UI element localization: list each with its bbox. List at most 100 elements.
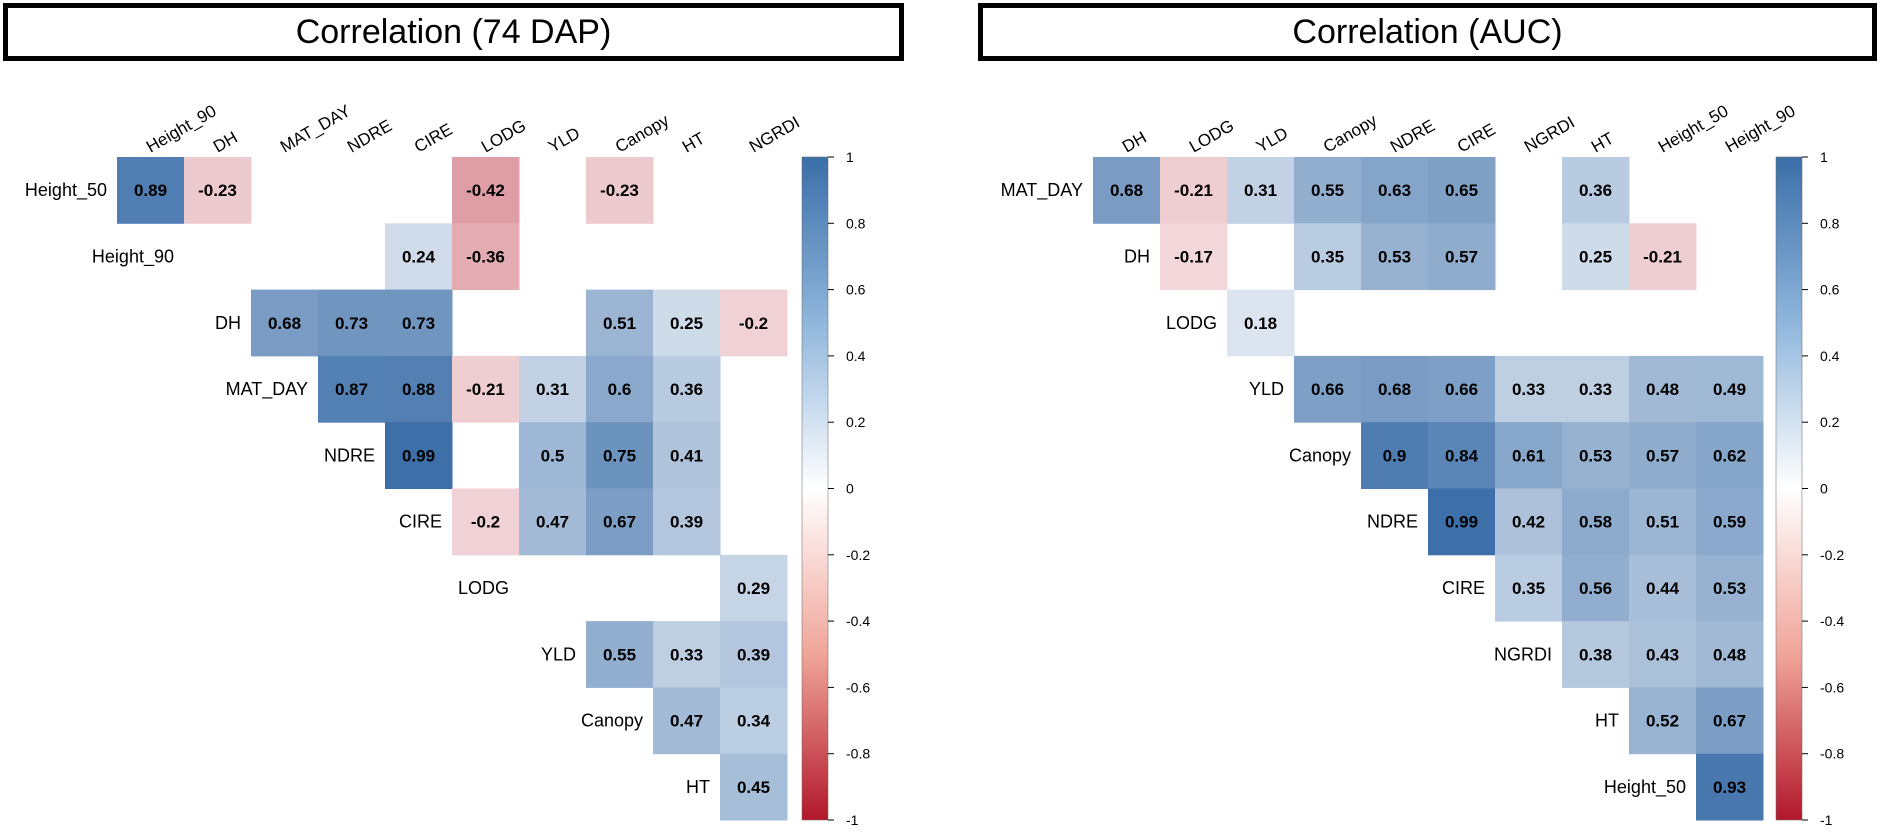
chart2-cell-label-dh-canopy: 0.35 — [1311, 247, 1344, 266]
chart1-cell-cire-ht — [653, 488, 721, 556]
chart2-row-label-height-50: Height_50 — [1604, 777, 1686, 798]
chart2-col-label-ndre: NDRE — [1387, 116, 1438, 157]
chart2-cell-label-canopy-ht: 0.53 — [1579, 446, 1612, 465]
chart2-colorbar-tick-label-6: -0.2 — [1820, 547, 1844, 563]
chart2-cell-canopy-ngrdi — [1495, 422, 1563, 489]
chart2-cell-dh-lodg — [1160, 223, 1228, 291]
chart2-cell-label-ndre-height-50: 0.51 — [1646, 513, 1679, 532]
chart2-cell-label-canopy-height-90: 0.62 — [1713, 446, 1746, 465]
chart1-colorbar-tick-label-1: 0.8 — [846, 215, 866, 231]
chart1-cell-label-mat-day-ndre: 0.87 — [335, 380, 368, 399]
chart1-cell-mat-day-ndre — [318, 355, 386, 423]
chart1-cell-dh-ht — [653, 289, 721, 357]
chart2-cell-cire-height-50 — [1629, 554, 1697, 622]
chart1-cell-height-50-dh — [184, 157, 252, 224]
chart2-colorbar — [1775, 156, 1803, 821]
chart2-cell-height-50-height-90 — [1696, 753, 1764, 821]
chart1-cell-canopy-ngrdi — [720, 687, 788, 755]
chart2-cell-canopy-height-50 — [1629, 422, 1697, 489]
chart1-cell-label-ndre-canopy: 0.75 — [603, 446, 636, 465]
chart1-colorbar-tick-label-7: -0.4 — [846, 613, 870, 629]
chart2-cell-mat-day-cire — [1428, 157, 1496, 224]
chart2-cell-yld-canopy — [1294, 355, 1362, 423]
chart2-row-label-dh: DH — [1124, 246, 1150, 266]
chart2-cell-cire-ngrdi — [1495, 554, 1563, 622]
chart2-cell-canopy-ht — [1562, 422, 1630, 489]
chart2-cell-ndre-height-90 — [1696, 488, 1764, 556]
chart1-row-label-ht: HT — [686, 777, 710, 797]
chart2-cell-label-canopy-height-50: 0.57 — [1646, 446, 1679, 465]
chart1-cell-label-ndre-cire: 0.99 — [402, 446, 435, 465]
chart2-cell-label-dh-ht: 0.25 — [1579, 247, 1612, 266]
chart1-cell-label-dh-ndre: 0.73 — [335, 314, 368, 333]
chart2-colorbar-tick-label-1: 0.8 — [1820, 215, 1840, 231]
chart2-row-label-canopy: Canopy — [1289, 445, 1351, 465]
chart2-cell-mat-day-canopy — [1294, 157, 1362, 224]
chart2-colorbar-tick-label-2: 0.6 — [1820, 282, 1840, 298]
chart2-col-label-yld: YLD — [1253, 123, 1291, 156]
chart2-cell-ngrdi-height-50 — [1629, 621, 1697, 688]
chart1-cell-dh-ndre — [318, 289, 386, 357]
chart2-cell-label-yld-height-50: 0.48 — [1646, 380, 1679, 399]
chart2-cell-label-yld-canopy: 0.66 — [1311, 380, 1344, 399]
chart1-col-label-cire: CIRE — [411, 120, 456, 157]
chart2-col-label-dh: DH — [1119, 128, 1150, 157]
chart1-cell-dh-canopy — [586, 289, 654, 357]
chart2-cell-mat-day-yld — [1227, 157, 1295, 224]
chart2-cell-label-dh-lodg: -0.17 — [1174, 247, 1213, 266]
chart2-cell-label-mat-day-canopy: 0.55 — [1311, 181, 1344, 200]
chart1-cell-label-mat-day-yld: 0.31 — [536, 380, 569, 399]
chart1-cell-label-mat-day-canopy: 0.6 — [608, 380, 632, 399]
chart1-cell-label-cire-lodg: -0.2 — [471, 513, 500, 532]
chart2-col-label-cire: CIRE — [1454, 120, 1499, 157]
chart2-row-label-mat-day: MAT_DAY — [1001, 180, 1083, 201]
chart1-cell-label-height-90-cire: 0.24 — [402, 247, 436, 266]
chart1-col-label-canopy: Canopy — [612, 110, 673, 156]
chart2-cell-label-ngrdi-height-50: 0.43 — [1646, 645, 1679, 664]
chart2-cell-dh-ndre — [1361, 223, 1429, 291]
chart2-cell-canopy-ndre — [1361, 422, 1429, 489]
chart2-cell-label-canopy-cire: 0.84 — [1445, 446, 1479, 465]
chart2-cell-mat-day-ht — [1562, 157, 1630, 224]
chart1-cell-ht-ngrdi — [720, 753, 788, 821]
chart1-cell-label-cire-ht: 0.39 — [670, 513, 703, 532]
chart1-cell-height-50-canopy — [586, 157, 654, 224]
chart2-colorbar-tick-label-3: 0.4 — [1820, 348, 1840, 364]
chart2-cell-label-yld-ndre: 0.68 — [1378, 380, 1411, 399]
chart1-cell-label-ht-ngrdi: 0.45 — [737, 778, 770, 797]
chart2-colorbar-tick-label-10: -1 — [1820, 812, 1833, 828]
chart1-row-label-canopy: Canopy — [581, 711, 643, 731]
chart1-row-label-height-90: Height_90 — [92, 246, 174, 267]
chart1-cell-label-dh-mat-day: 0.68 — [268, 314, 301, 333]
chart2-cell-canopy-cire — [1428, 422, 1496, 489]
chart1-cell-ndre-yld — [519, 422, 587, 489]
chart2-cell-canopy-height-90 — [1696, 422, 1764, 489]
chart2-cell-ndre-cire — [1428, 488, 1496, 556]
chart2-colorbar-tick-label-0: 1 — [1820, 149, 1828, 165]
chart2-cell-yld-ndre — [1361, 355, 1429, 423]
chart1-colorbar — [801, 156, 829, 821]
chart2-cell-yld-height-50 — [1629, 355, 1697, 423]
chart2-cell-label-dh-cire: 0.57 — [1445, 247, 1478, 266]
chart2-cell-label-ngrdi-ht: 0.38 — [1579, 645, 1612, 664]
chart2-cell-cire-ht — [1562, 554, 1630, 622]
chart1-col-label-yld: YLD — [545, 123, 583, 156]
chart2-cell-label-mat-day-yld: 0.31 — [1244, 181, 1277, 200]
chart1-cell-label-cire-yld: 0.47 — [536, 513, 569, 532]
chart2-cell-label-cire-height-90: 0.53 — [1713, 579, 1746, 598]
chart1-cell-ndre-ht — [653, 422, 721, 489]
chart2-cell-yld-ht — [1562, 355, 1630, 423]
chart2-cell-label-yld-ngrdi: 0.33 — [1512, 380, 1545, 399]
chart1-colorbar-tick-label-6: -0.2 — [846, 547, 870, 563]
chart2-cell-label-yld-cire: 0.66 — [1445, 380, 1478, 399]
chart2-cell-ht-height-90 — [1696, 687, 1764, 755]
chart1-cell-height-90-lodg — [452, 223, 520, 291]
chart2-colorbar-tick-label-9: -0.8 — [1820, 746, 1844, 762]
chart1-cell-mat-day-canopy — [586, 355, 654, 423]
chart2-cell-label-mat-day-dh: 0.68 — [1110, 181, 1143, 200]
chart1-cell-label-dh-cire: 0.73 — [402, 314, 435, 333]
chart1-row-label-ndre: NDRE — [324, 445, 375, 465]
chart2-cell-yld-height-90 — [1696, 355, 1764, 423]
chart1-col-label-ndre: NDRE — [344, 116, 395, 157]
